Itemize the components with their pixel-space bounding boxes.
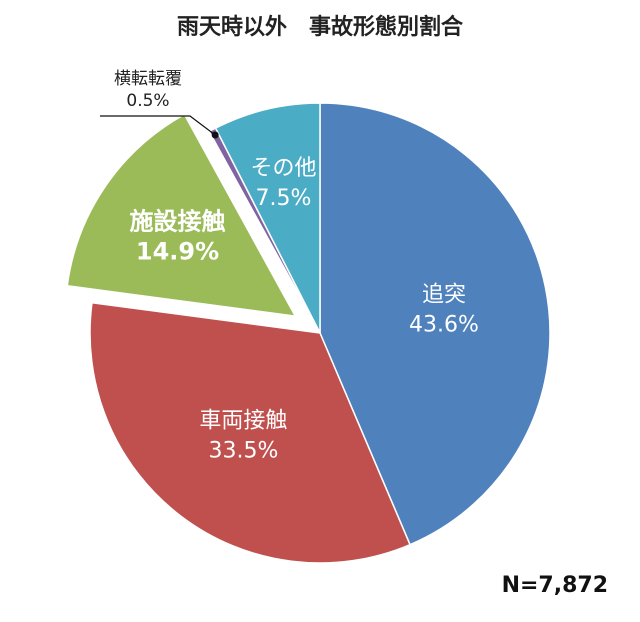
slice-value-rollover: 0.5% <box>126 91 169 111</box>
pie-slice-vehicle-contact <box>89 301 412 564</box>
pie-slices <box>66 102 551 564</box>
pie-slice-rear-end <box>319 102 551 546</box>
leader-line-rollover <box>100 115 216 136</box>
slice-label-facility-contact: 施設接触 <box>130 208 226 236</box>
sample-size-note: N=7,872 <box>502 573 608 598</box>
pie-slice-facility-contact <box>66 113 297 317</box>
slice-label-rear-end: 追突 <box>422 283 466 308</box>
slice-label-rollover: 横転転覆 <box>114 69 182 89</box>
slice-label-other: その他 <box>250 156 316 181</box>
pie-slice-other <box>214 102 321 334</box>
slice-value-vehicle-contact: 33.5% <box>208 439 278 464</box>
slice-value-facility-contact: 14.9% <box>136 238 219 266</box>
chart-title: 雨天時以外 事故形態別割合 <box>177 14 464 40</box>
slice-value-other: 7.5% <box>256 186 312 211</box>
slice-value-rear-end: 43.6% <box>409 313 479 338</box>
slice-label-vehicle-contact: 車両接触 <box>199 409 287 434</box>
